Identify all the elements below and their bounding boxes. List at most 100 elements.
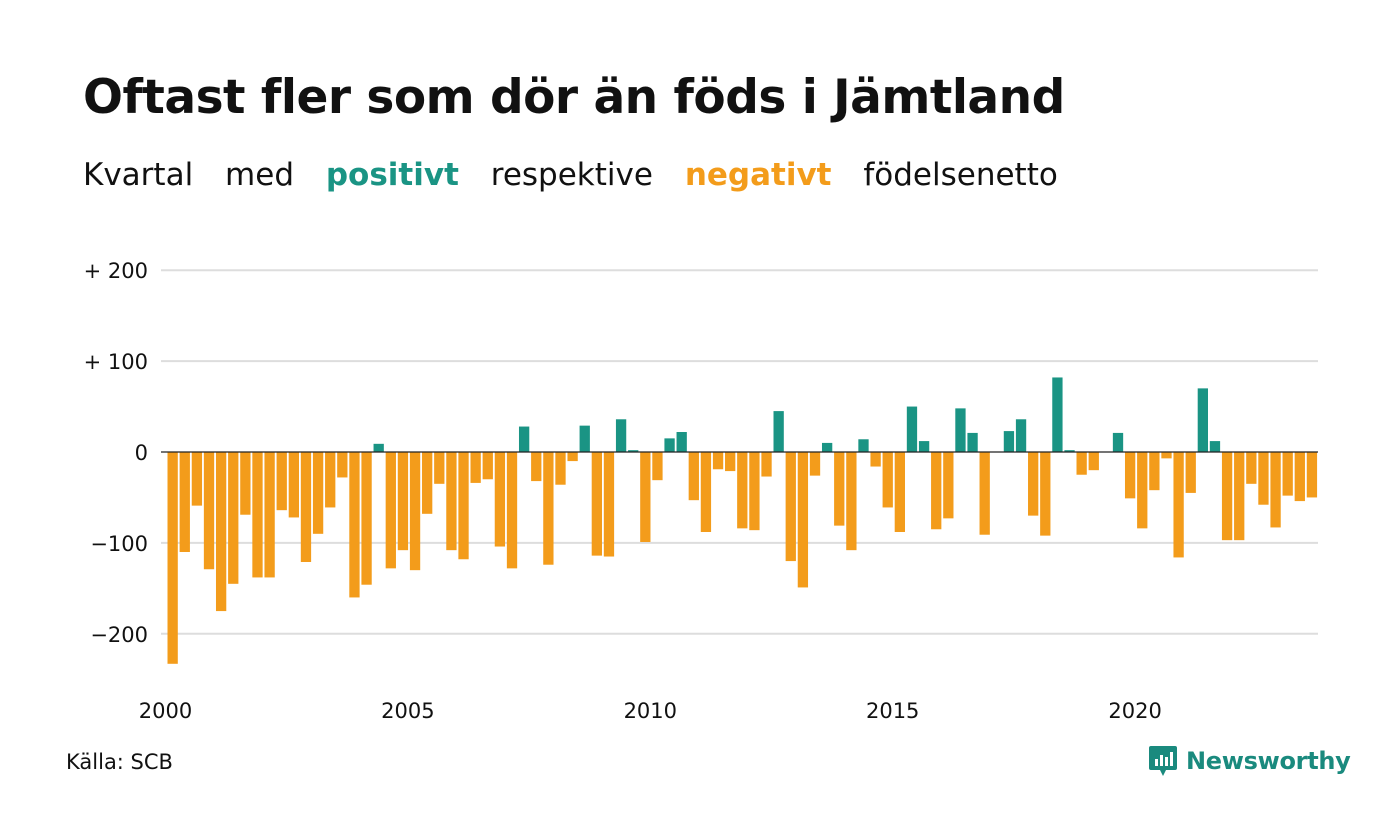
bar-positive — [1112, 432, 1124, 452]
bar-negative — [761, 452, 772, 477]
bar-positive — [821, 442, 833, 452]
bar-negative — [215, 452, 227, 612]
subtitle-negative-label: negativt — [684, 157, 832, 193]
x-tick-label: 2020 — [1108, 699, 1161, 723]
chart-subtitle: Kvartal med positivt respektive negativt… — [83, 157, 1080, 193]
bar-negative — [1294, 452, 1305, 502]
bar-negative — [1258, 452, 1269, 505]
bar-negative — [700, 452, 712, 532]
bar-negative — [567, 452, 578, 462]
bar-negative — [349, 452, 360, 598]
bar-positive — [955, 408, 966, 452]
bar-negative — [1234, 452, 1245, 541]
bar-positive — [676, 432, 687, 452]
bar-negative — [264, 452, 275, 578]
subtitle-text-4: födelsenetto — [863, 157, 1058, 193]
bar-negative — [288, 452, 299, 518]
bar-negative — [882, 452, 893, 508]
y-tick-label: −100 — [90, 532, 148, 556]
bar-negative — [543, 452, 554, 565]
bar-negative — [1076, 452, 1087, 475]
bar-negative — [797, 452, 809, 588]
y-tick-label: −200 — [90, 623, 148, 647]
bar-positive — [858, 439, 869, 452]
bar-negative — [240, 452, 251, 515]
bar-negative — [725, 452, 736, 472]
bar-negative — [640, 452, 651, 542]
bar-negative — [712, 452, 724, 470]
bar-negative — [203, 452, 215, 570]
bar-negative — [312, 452, 324, 534]
y-tick-label: + 100 — [84, 350, 148, 374]
bar-positive — [373, 443, 384, 452]
bar-negative — [1185, 452, 1196, 493]
bar-positive — [1015, 419, 1027, 452]
bar-negative — [1028, 452, 1039, 516]
bar-positive — [615, 419, 627, 452]
bar-negative — [931, 452, 942, 530]
subtitle-text-2: med — [225, 157, 294, 193]
bar-negative — [652, 452, 663, 481]
bar-negative — [458, 452, 469, 560]
bar-negative — [834, 452, 845, 526]
bar-negative — [361, 452, 372, 585]
bar-negative — [1246, 452, 1257, 484]
bar-negative — [494, 452, 506, 547]
bar-negative — [337, 452, 348, 478]
bar-negative — [506, 452, 518, 569]
bar-negative — [446, 452, 457, 551]
bar-negative — [482, 452, 493, 480]
bar-negative — [749, 452, 760, 531]
bar-negative — [1270, 452, 1281, 528]
bar-negative — [1040, 452, 1051, 536]
bar-negative — [531, 452, 542, 482]
bar-positive — [773, 411, 784, 453]
chart-title: Oftast fler som dör än föds i Jämtland — [83, 70, 1065, 125]
bar-negative — [300, 452, 312, 562]
x-tick-label: 2005 — [381, 699, 434, 723]
y-tick-label: + 200 — [84, 259, 148, 283]
bar-negative — [167, 452, 178, 664]
bar-positive — [628, 450, 639, 452]
bar-negative — [422, 452, 433, 514]
subtitle-positive-label: positivt — [325, 157, 459, 193]
bar-negative — [591, 452, 602, 556]
bar-negative — [979, 452, 990, 535]
bar-positive — [518, 426, 530, 452]
bar-positive — [1052, 377, 1063, 452]
bar-positive — [1064, 450, 1075, 452]
bar-negative — [785, 452, 796, 562]
subtitle-text-1: Kvartal — [83, 157, 194, 193]
bar-negative — [470, 452, 481, 483]
bar-negative — [737, 452, 748, 529]
bar-negative — [1149, 452, 1160, 491]
bar-negative — [688, 452, 699, 501]
y-tick-label: 0 — [135, 441, 148, 465]
bar-negative — [1221, 452, 1233, 541]
newsworthy-logo: Newsworthy — [1148, 744, 1351, 778]
bar-negative — [397, 452, 409, 551]
bar-negative — [409, 452, 421, 571]
bar-negative — [325, 452, 336, 508]
bar-negative — [252, 452, 263, 578]
newsworthy-chart-icon — [1149, 746, 1177, 776]
bar-positive — [1209, 441, 1221, 452]
bar-negative — [434, 452, 445, 484]
source-label: Källa: SCB — [66, 750, 173, 774]
bar-negative — [228, 452, 239, 584]
subtitle-text-3: respektive — [490, 157, 653, 193]
bar-negative — [1282, 452, 1293, 496]
bar-positive — [664, 438, 675, 452]
x-tick-label: 2010 — [624, 699, 677, 723]
bar-negative — [870, 452, 881, 467]
bar-positive — [579, 425, 590, 452]
bar-negative — [1137, 452, 1148, 529]
bar-negative — [894, 452, 905, 532]
bar-negative — [1173, 452, 1184, 558]
bar-negative — [179, 452, 190, 552]
x-tick-label: 2000 — [139, 699, 192, 723]
bar-positive — [1197, 388, 1208, 452]
bar-negative — [385, 452, 396, 569]
bar-negative — [943, 452, 954, 519]
